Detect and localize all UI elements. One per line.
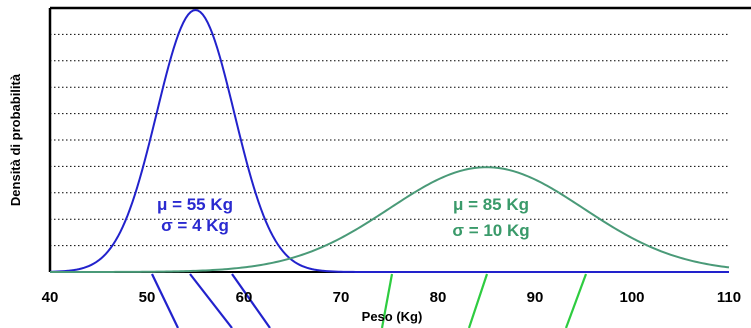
series-2-curve xyxy=(50,166,730,273)
series-2-sd-label: σ = 10 Kg xyxy=(452,221,529,240)
blue-stripe xyxy=(231,273,271,328)
green-stripe xyxy=(564,273,588,328)
blue-stripe xyxy=(189,273,233,328)
blue-stripe xyxy=(151,273,179,328)
decorative-stripes xyxy=(151,273,588,328)
series-1-mean-label: μ = 55 Kg xyxy=(157,195,233,214)
series-2-mean-label: μ = 85 Kg xyxy=(453,195,529,214)
green-stripe xyxy=(467,273,489,328)
x-tick-label: 90 xyxy=(527,289,544,306)
x-tick-label: 50 xyxy=(139,289,156,306)
green-stripe xyxy=(380,273,394,328)
series-1-curve xyxy=(49,8,729,273)
x-tick-label: 100 xyxy=(619,289,644,306)
gridlines xyxy=(50,33,728,247)
series-1-sd-label: σ = 4 Kg xyxy=(161,216,229,235)
x-tick-label: 70 xyxy=(333,289,350,306)
series-layer xyxy=(49,8,730,273)
x-tick-label: 80 xyxy=(430,289,447,306)
x-axis-label: Peso (Kg) xyxy=(362,309,423,324)
x-tick-label: 40 xyxy=(42,289,59,306)
y-axis-label: Densità di probabilità xyxy=(8,73,23,206)
x-tick-label: 110 xyxy=(717,289,741,306)
x-tick-labels: 40 50 60 70 80 90 100 110 xyxy=(42,289,741,306)
x-tick-label: 60 xyxy=(236,289,253,306)
